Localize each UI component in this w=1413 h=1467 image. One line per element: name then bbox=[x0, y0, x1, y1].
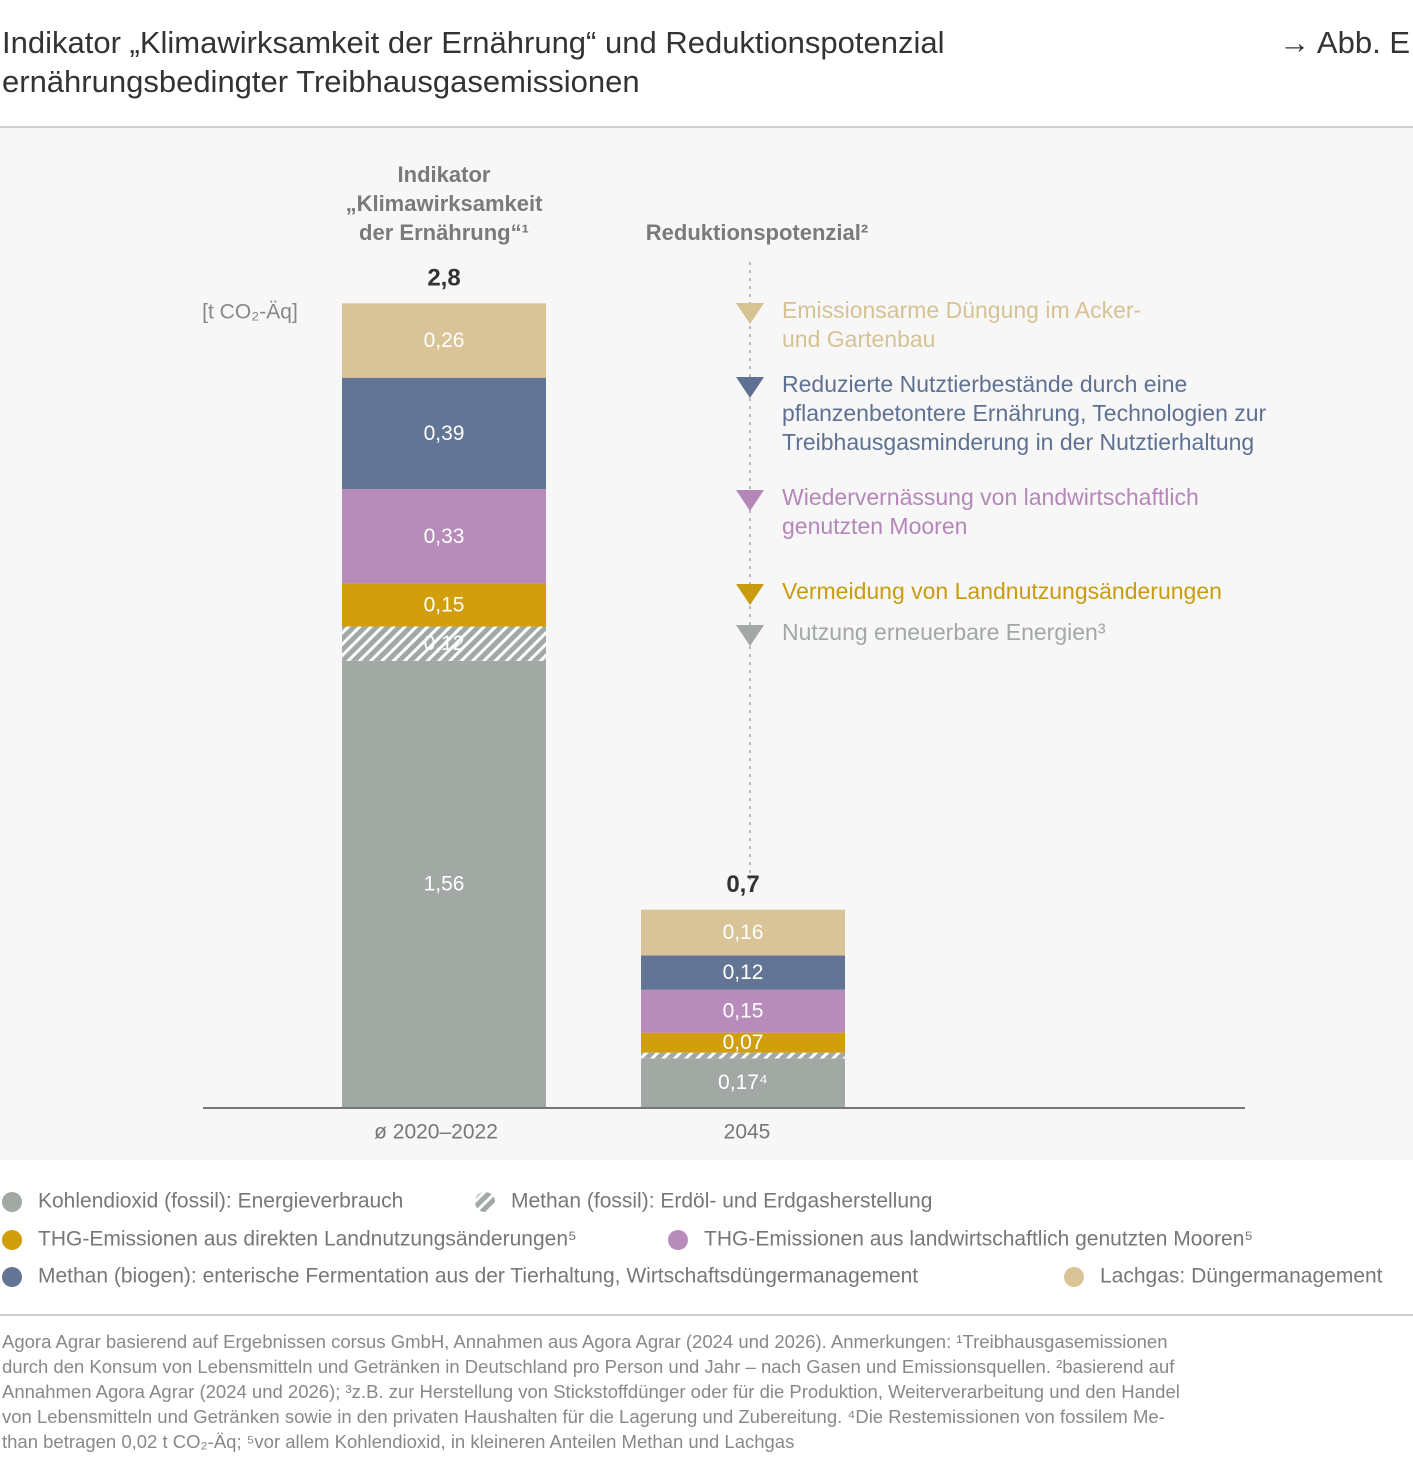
value-label: 0,07 bbox=[723, 1031, 764, 1054]
value-label: 0,33 bbox=[424, 525, 465, 548]
legend-label: THG-Emissionen aus direkten Landnutzungs… bbox=[38, 1228, 577, 1251]
reduction-label: Vermeidung von Landnutzungsänderungen bbox=[782, 578, 1222, 604]
legend-label: Methan (fossil): Erdöl- und Erdgasherste… bbox=[511, 1190, 932, 1213]
legend-label: Lachgas: Düngermanagement bbox=[1100, 1265, 1383, 1288]
value-label: 0,12 bbox=[723, 961, 764, 984]
reduction-label: Wiedervernässung von landwirtschaftlich bbox=[782, 484, 1199, 510]
legend-marker bbox=[1064, 1267, 1084, 1287]
value-label: 0,39 bbox=[424, 422, 465, 445]
reduction-marker bbox=[736, 625, 764, 646]
figure-ref: → Abb. E bbox=[1279, 25, 1410, 60]
value-label: 0,26 bbox=[424, 329, 465, 352]
x-tick-label: ø 2020–2022 bbox=[374, 1121, 498, 1144]
column-header: der Ernährung“¹ bbox=[359, 220, 529, 245]
reduction-label: pflanzenbetontere Ernährung, Technologie… bbox=[782, 400, 1267, 426]
reduction-marker bbox=[736, 490, 764, 511]
source-note: than betragen 0,02 t CO₂-Äq; ⁵vor allem … bbox=[2, 1431, 794, 1452]
reduction-label: Reduzierte Nutztierbestände durch eine bbox=[782, 371, 1187, 397]
reduction-label: genutzten Mooren bbox=[782, 513, 967, 539]
bar-segment bbox=[342, 660, 546, 1107]
bar-segment bbox=[342, 626, 546, 661]
source-note: Agora Agrar basierend auf Ergebnissen co… bbox=[2, 1331, 1168, 1352]
reduction-marker bbox=[736, 584, 764, 605]
bar-segment bbox=[342, 489, 546, 584]
x-tick-label: 2045 bbox=[724, 1121, 771, 1144]
reduction-label: Nutzung erneuerbare Energien³ bbox=[782, 619, 1106, 645]
value-label: 0,15 bbox=[424, 594, 465, 617]
legend-label: Kohlendioxid (fossil): Energieverbrauch bbox=[38, 1190, 403, 1213]
chart-title: ernährungsbedingter Treibhausgasemission… bbox=[2, 64, 640, 99]
reduction-marker bbox=[736, 303, 764, 324]
bar-segment bbox=[641, 909, 845, 956]
value-label: 0,15 bbox=[723, 1000, 764, 1023]
bar-segment bbox=[641, 1052, 845, 1059]
unit-label: [t CO₂-Äq] bbox=[202, 301, 298, 324]
total-label: 2,8 bbox=[427, 265, 460, 292]
source-note: Annahmen Agora Agrar (2024 und 2026); ³z… bbox=[2, 1381, 1180, 1402]
column-header: Indikator bbox=[398, 162, 491, 187]
bar-segment bbox=[641, 955, 845, 990]
source-note: durch den Konsum von Lebensmitteln und G… bbox=[2, 1356, 1175, 1377]
bar-segment bbox=[342, 377, 546, 490]
value-label: 0,16 bbox=[723, 921, 764, 944]
legend-label: THG-Emissionen aus landwirtschaftlich ge… bbox=[704, 1228, 1253, 1251]
legend-label: Methan (biogen): enterische Fermentation… bbox=[38, 1265, 918, 1288]
value-label: 1,56 bbox=[424, 872, 465, 895]
reduction-label: und Gartenbau bbox=[782, 326, 935, 352]
value-label: 0,12 bbox=[424, 632, 465, 655]
column-header: Reduktionspotenzial² bbox=[646, 220, 868, 245]
legend-marker bbox=[2, 1230, 22, 1250]
legend-marker bbox=[2, 1192, 22, 1212]
reduction-label: Treibhausgasminderung in der Nutztierhal… bbox=[782, 429, 1254, 455]
bar-segment bbox=[342, 583, 546, 627]
reduction-marker bbox=[736, 377, 764, 398]
reduction-label: Emissionsarme Düngung im Acker- bbox=[782, 297, 1141, 323]
bar-segment bbox=[641, 1032, 845, 1053]
bar-segment bbox=[641, 1058, 845, 1107]
column-header: „Klimawirksamkeit bbox=[346, 191, 544, 216]
chart-title: Indikator „Klimawirksamkeit der Ernährun… bbox=[2, 25, 945, 60]
value-label: 0,17⁴ bbox=[718, 1071, 768, 1094]
legend-marker bbox=[668, 1230, 688, 1250]
legend-marker bbox=[475, 1192, 495, 1212]
source-note: von Lebensmitteln und Getränken sowie in… bbox=[2, 1406, 1165, 1427]
bar-segment bbox=[641, 989, 845, 1033]
total-label: 0,7 bbox=[726, 871, 759, 898]
bar-segment bbox=[342, 303, 546, 378]
legend-marker bbox=[2, 1267, 22, 1287]
